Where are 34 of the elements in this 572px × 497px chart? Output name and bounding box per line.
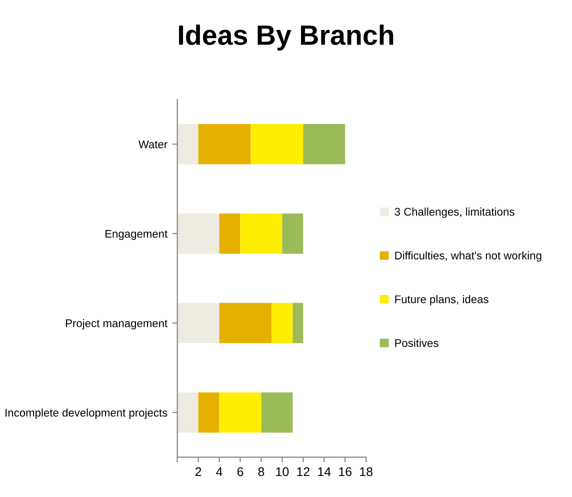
y-tick-label: Incomplete development projects bbox=[6, 408, 168, 419]
y-tick-label: Water bbox=[138, 140, 168, 148]
bar bbox=[303, 124, 346, 164]
x-tick-label: 18 bbox=[360, 467, 372, 476]
x-tick-label: 10 bbox=[276, 467, 289, 476]
x-tick-label: 14 bbox=[318, 467, 331, 476]
legend-label: Future plans, ideas bbox=[395, 295, 488, 306]
bar bbox=[198, 392, 220, 433]
chart-title: Ideas By Branch bbox=[179, 24, 394, 50]
x-tick-label: 16 bbox=[339, 467, 352, 476]
bar bbox=[177, 124, 198, 164]
bar bbox=[282, 213, 304, 254]
bar bbox=[272, 302, 293, 344]
bar bbox=[219, 302, 272, 344]
bar bbox=[177, 392, 198, 433]
x-tick-label: 4 bbox=[216, 467, 222, 476]
y-tick-label: Engagement bbox=[106, 230, 168, 240]
y-tick-label: Project management bbox=[66, 319, 168, 330]
x-tick-label: 6 bbox=[237, 467, 244, 476]
bar bbox=[177, 302, 220, 344]
legend-label: 3 Challenges, limitations bbox=[394, 208, 514, 218]
x-tick-label: 2 bbox=[195, 467, 202, 476]
bar bbox=[250, 124, 304, 164]
bar bbox=[219, 213, 240, 254]
bar bbox=[240, 213, 282, 254]
bar bbox=[292, 302, 304, 344]
bar bbox=[198, 124, 251, 164]
legend-label: Positives bbox=[395, 338, 438, 347]
x-tick-label: 12 bbox=[297, 467, 310, 476]
x-tick-label: 8 bbox=[258, 467, 264, 476]
bar bbox=[219, 392, 262, 433]
bar bbox=[177, 213, 220, 254]
legend-label: Difficulties, what's not working bbox=[395, 251, 542, 262]
bar bbox=[261, 392, 293, 433]
